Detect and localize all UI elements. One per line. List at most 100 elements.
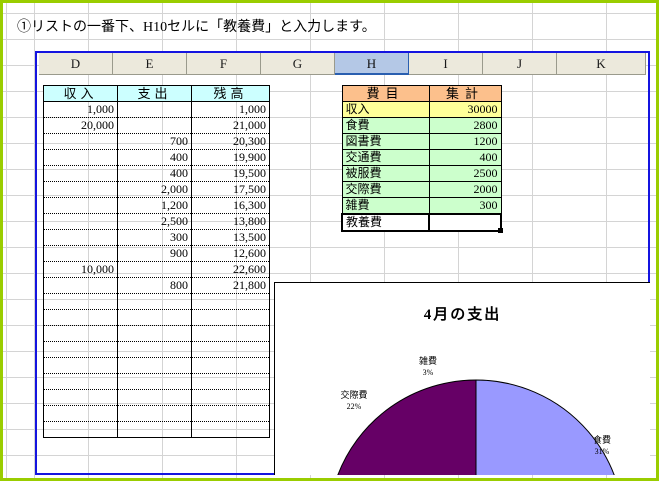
- fill-handle[interactable]: [498, 228, 503, 233]
- summary-cell-category[interactable]: 被服費: [341, 165, 430, 182]
- ledger-row[interactable]: 900 12,600: [43, 245, 270, 262]
- ledger-cell-balance[interactable]: [191, 325, 270, 342]
- ledger-row[interactable]: 10,000 22,600: [43, 261, 270, 278]
- summary-row[interactable]: 被服費 2500: [341, 165, 502, 182]
- summary-row[interactable]: 収入 30000: [341, 101, 502, 118]
- ledger-cell-balance[interactable]: 19,900: [191, 149, 270, 166]
- ledger-cell-income[interactable]: [43, 373, 118, 390]
- summary-row[interactable]: 雑費 300: [341, 197, 502, 215]
- ledger-cell-income[interactable]: [43, 357, 118, 374]
- ledger-row[interactable]: 20,000 21,000: [43, 117, 270, 134]
- summary-cell-value[interactable]: 1200: [428, 133, 502, 150]
- ledger-cell-income[interactable]: [43, 341, 118, 358]
- ledger-row[interactable]: [43, 389, 270, 406]
- summary-cell-category[interactable]: 雑費: [341, 197, 430, 215]
- ledger-row[interactable]: [43, 293, 270, 310]
- summary-cell-value[interactable]: 2000: [428, 181, 502, 198]
- ledger-cell-balance[interactable]: [191, 373, 270, 390]
- column-header-d[interactable]: D: [39, 53, 113, 75]
- ledger-cell-expense[interactable]: 1,200: [117, 197, 192, 214]
- ledger-row[interactable]: 800 21,800: [43, 277, 270, 294]
- ledger-cell-income[interactable]: [43, 229, 118, 246]
- ledger-cell-expense[interactable]: [117, 357, 192, 374]
- ledger-cell-expense[interactable]: [117, 421, 192, 438]
- ledger-cell-balance[interactable]: 17,500: [191, 181, 270, 198]
- ledger-cell-income[interactable]: [43, 197, 118, 214]
- ledger-cell-expense[interactable]: [117, 309, 192, 326]
- ledger-row[interactable]: [43, 341, 270, 358]
- ledger-cell-balance[interactable]: [191, 341, 270, 358]
- column-header-h[interactable]: H: [335, 53, 409, 75]
- ledger-cell-expense[interactable]: [117, 117, 192, 134]
- ledger-cell-balance[interactable]: 22,600: [191, 261, 270, 278]
- ledger-cell-balance[interactable]: 20,300: [191, 133, 270, 150]
- summary-cell-value[interactable]: [428, 213, 503, 233]
- ledger-cell-expense[interactable]: [117, 325, 192, 342]
- ledger-cell-income[interactable]: [43, 149, 118, 166]
- pie-chart-object[interactable]: 4月の支出 食費 31% 雑費 3% 交際費 22%: [274, 282, 650, 475]
- ledger-cell-income[interactable]: 10,000: [43, 261, 118, 278]
- ledger-cell-balance[interactable]: 13,500: [191, 229, 270, 246]
- summary-cell-value[interactable]: 2500: [428, 165, 502, 182]
- ledger-cell-income[interactable]: [43, 293, 118, 310]
- ledger-cell-balance[interactable]: 21,000: [191, 117, 270, 134]
- ledger-cell-balance[interactable]: 1,000: [191, 101, 270, 118]
- ledger-cell-balance[interactable]: 19,500: [191, 165, 270, 182]
- ledger-cell-income[interactable]: [43, 165, 118, 182]
- summary-row[interactable]: 食費 2800: [341, 117, 502, 134]
- summary-cell-value[interactable]: 400: [428, 149, 502, 166]
- ledger-row[interactable]: 1,200 16,300: [43, 197, 270, 214]
- summary-row[interactable]: 教養費: [341, 213, 503, 233]
- column-header-e[interactable]: E: [113, 53, 187, 75]
- ledger-cell-balance[interactable]: 21,800: [191, 277, 270, 294]
- ledger-row[interactable]: 700 20,300: [43, 133, 270, 150]
- ledger-row[interactable]: 300 13,500: [43, 229, 270, 246]
- ledger-cell-expense[interactable]: 800: [117, 277, 192, 294]
- ledger-cell-expense[interactable]: 2,000: [117, 181, 192, 198]
- ledger-cell-income[interactable]: [43, 309, 118, 326]
- ledger-row[interactable]: 1,000 1,000: [43, 101, 270, 118]
- ledger-cell-balance[interactable]: [191, 293, 270, 310]
- summary-cell-category[interactable]: 交際費: [341, 181, 430, 198]
- column-header-k[interactable]: K: [557, 53, 646, 75]
- ledger-cell-balance[interactable]: [191, 421, 270, 438]
- ledger-cell-income[interactable]: [43, 213, 118, 230]
- summary-cell-value[interactable]: 2800: [428, 117, 502, 134]
- ledger-row[interactable]: 2,500 13,800: [43, 213, 270, 230]
- ledger-cell-income[interactable]: 20,000: [43, 117, 118, 134]
- ledger-cell-expense[interactable]: [117, 373, 192, 390]
- ledger-cell-expense[interactable]: [117, 293, 192, 310]
- ledger-cell-expense[interactable]: 900: [117, 245, 192, 262]
- summary-row[interactable]: 交際費 2000: [341, 181, 502, 198]
- ledger-cell-income[interactable]: [43, 389, 118, 406]
- ledger-cell-balance[interactable]: [191, 309, 270, 326]
- summary-cell-category[interactable]: 収入: [341, 101, 430, 118]
- ledger-cell-income[interactable]: [43, 277, 118, 294]
- ledger-cell-expense[interactable]: [117, 389, 192, 406]
- ledger-row[interactable]: 400 19,500: [43, 165, 270, 182]
- ledger-row[interactable]: [43, 373, 270, 390]
- column-header-j[interactable]: J: [483, 53, 557, 75]
- summary-row[interactable]: 交通費 400: [341, 149, 502, 166]
- ledger-cell-expense[interactable]: [117, 101, 192, 118]
- ledger-cell-expense[interactable]: 300: [117, 229, 192, 246]
- ledger-cell-expense[interactable]: 700: [117, 133, 192, 150]
- ledger-cell-income[interactable]: [43, 405, 118, 422]
- summary-cell-category[interactable]: 図書費: [341, 133, 430, 150]
- summary-cell-category[interactable]: 食費: [341, 117, 430, 134]
- pie-slice-交際費[interactable]: [328, 379, 477, 475]
- ledger-cell-income[interactable]: [43, 181, 118, 198]
- ledger-cell-expense[interactable]: [117, 341, 192, 358]
- ledger-cell-income[interactable]: [43, 421, 118, 438]
- ledger-cell-income[interactable]: [43, 325, 118, 342]
- ledger-row[interactable]: [43, 309, 270, 326]
- ledger-row[interactable]: [43, 421, 270, 438]
- summary-cell-value[interactable]: 300: [428, 197, 502, 215]
- ledger-cell-expense[interactable]: 2,500: [117, 213, 192, 230]
- ledger-row[interactable]: 2,000 17,500: [43, 181, 270, 198]
- ledger-cell-expense[interactable]: 400: [117, 165, 192, 182]
- ledger-cell-expense[interactable]: [117, 405, 192, 422]
- summary-cell-category[interactable]: 教養費: [341, 213, 430, 232]
- pie-slice-食費[interactable]: [431, 379, 624, 475]
- ledger-cell-income[interactable]: [43, 245, 118, 262]
